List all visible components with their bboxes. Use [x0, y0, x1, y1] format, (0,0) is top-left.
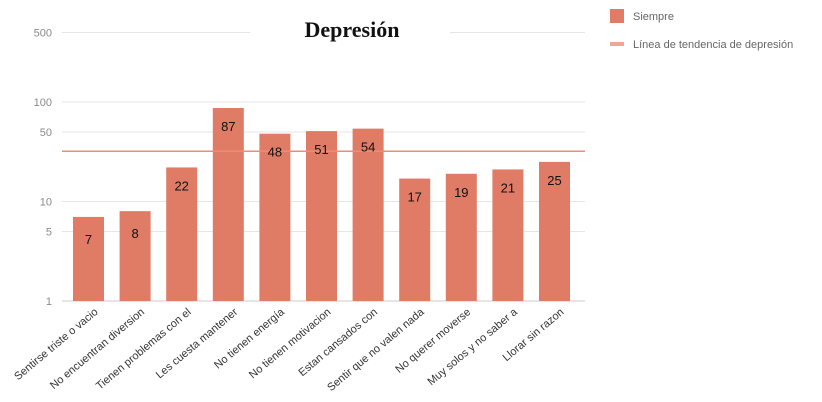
y-tick-label: 50	[40, 127, 52, 139]
data-label: 87	[221, 119, 235, 134]
bar	[352, 128, 384, 301]
data-label: 25	[547, 173, 561, 188]
bar	[259, 133, 291, 301]
x-tick-label: No tienen motivacion	[247, 306, 333, 381]
data-label: 22	[174, 178, 188, 193]
legend-label-trendline: Línea de tendencia de depresión	[633, 39, 793, 51]
y-tick-label: 10	[40, 197, 52, 209]
bar	[445, 173, 477, 301]
bar	[539, 161, 570, 301]
data-label: 19	[454, 185, 468, 200]
bar	[306, 131, 337, 301]
data-label: 48	[268, 145, 282, 160]
legend-label-siempre: Siempre	[633, 11, 674, 23]
data-label: 51	[314, 142, 328, 157]
legend-swatch-siempre	[610, 9, 624, 23]
x-tick-label: Sentirse triste o vacio	[12, 306, 100, 383]
legend: Siempre Línea de tendencia de depresión	[610, 9, 793, 51]
data-labels: 7 8 22 87 48 51 54 17 19 21 25	[85, 119, 562, 247]
y-tick-label: 100	[34, 97, 52, 109]
data-label: 8	[131, 226, 138, 241]
data-label: 21	[501, 180, 515, 195]
chart-title: Depresión	[305, 17, 400, 42]
x-tick-label: Estan cansados con	[296, 306, 380, 379]
y-tick-label: 500	[34, 27, 52, 39]
x-tick-label: Muy solos y no saber a	[425, 306, 520, 388]
data-label: 17	[407, 190, 421, 205]
bar	[399, 178, 431, 301]
bars	[73, 108, 570, 301]
bar	[166, 167, 198, 301]
bar	[73, 216, 104, 301]
bar	[119, 211, 151, 301]
x-tick-label: Les cuesta mantener	[154, 306, 241, 381]
x-tick-label: Tienen problemas con el	[94, 306, 194, 392]
y-axis-ticks: 1 5 10 50 100 500	[34, 27, 52, 308]
x-tick-label: Sentir que no valen nada	[325, 306, 427, 394]
legend-swatch-trendline	[610, 42, 624, 46]
title-background	[250, 14, 450, 48]
data-label: 7	[85, 232, 92, 247]
y-tick-label: 5	[46, 226, 52, 238]
y-tick-label: 1	[46, 296, 52, 308]
bar	[492, 169, 524, 301]
data-label: 54	[361, 140, 375, 155]
bar	[212, 108, 244, 301]
